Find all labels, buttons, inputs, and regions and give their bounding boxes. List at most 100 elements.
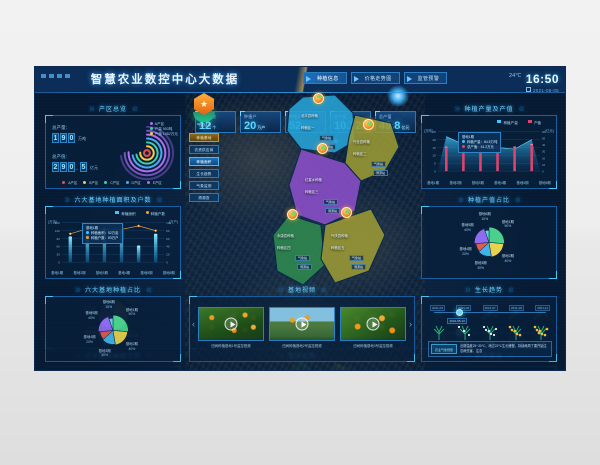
svg-text:15: 15 [433, 146, 437, 150]
map-menu[interactable]: 种植基地农资供应商种植面积生长趋势气象监测溯源查 [189, 133, 219, 205]
map-chip[interactable]: 溯源站 [351, 264, 367, 270]
map-chip[interactable]: 气象站 [319, 135, 335, 141]
stat-label: 总产值： [52, 154, 70, 159]
video-thumbnail[interactable] [198, 307, 264, 341]
timeline-tick[interactable]: 2021-11 [535, 305, 550, 311]
kpi-label: 总产值 [379, 114, 392, 119]
tab-1[interactable]: 价格走势图 [350, 72, 400, 84]
legend-item: 种植户数 [145, 211, 170, 216]
map-menu-5[interactable]: 溯源查 [189, 193, 219, 202]
map-marker-fruit-icon[interactable] [287, 209, 298, 220]
video-card[interactable]: 田间种植基地1号监控视频 [198, 307, 264, 348]
map-menu-1[interactable]: 农资供应商 [189, 145, 219, 154]
map-chip[interactable]: 气象站 [371, 161, 387, 167]
video-thumbnail[interactable] [340, 307, 406, 341]
timeline-tick[interactable]: 2021-05 [456, 305, 472, 311]
climate-certification-badge: 气候认证 [191, 93, 217, 128]
legend-item: D产区 [125, 181, 143, 185]
video-list: 田间种植基地1号监控视频 田间种植基地2号监控视频 田间种植基地3号监控视频 [198, 307, 408, 348]
tab-0[interactable]: 种植信息 [303, 72, 347, 84]
panel-title-base-share: 〉〉〉 六大基地种植占比 〈〈〈 [75, 288, 151, 294]
videos-prev-arrow[interactable]: ‹ [192, 319, 195, 329]
panel-yield-value: 〉〉〉 种植产量及产值 〈〈〈 种植产量 产值 (万吨) (亿元) 0 5 10 15 2… [421, 107, 557, 189]
legend-item: A产区 [62, 181, 79, 185]
map-marker-fruit-icon[interactable] [313, 92, 324, 104]
map-chip[interactable]: 气象站 [349, 255, 365, 261]
map-menu-0[interactable]: 种植基地 [189, 133, 219, 142]
tree-icon [531, 323, 551, 340]
panel-title-yield-value: 〉〉〉 种植产量及产值 〈〈〈 [454, 107, 524, 113]
star-badge-icon [194, 93, 214, 115]
map-marker-fruit-icon[interactable] [363, 119, 374, 130]
legend-yield-value: 种植产量 产值 [497, 120, 551, 126]
video-caption: 田间种植基地1号监控视频 [211, 344, 251, 348]
dome-icon [193, 112, 215, 122]
panel-title-base-videos: 〉〉〉 基地视频 〈〈〈 [278, 288, 326, 294]
svg-text:10: 10 [433, 154, 437, 158]
legend-item: A产区 [149, 122, 178, 127]
map-menu-3[interactable]: 生长趋势 [189, 169, 219, 178]
x-tick: 基地1期 [427, 181, 440, 185]
kpi-unit: 亿元 [401, 125, 410, 130]
x-tick: 基地2期 [73, 271, 86, 275]
video-card[interactable]: 田间种植基地2号监控视频 [269, 307, 335, 348]
tab-2[interactable]: 监管预警 [403, 72, 448, 84]
map-chip[interactable]: 溯源站 [297, 264, 313, 270]
map-chip[interactable]: 气象站 [323, 199, 339, 205]
timeline-current-date: 2021-05-13 [447, 318, 468, 324]
play-icon[interactable] [366, 317, 380, 331]
y-axis-unit-left: (万吨) [424, 129, 434, 133]
y-axis-unit-right: (亿元) [544, 129, 554, 133]
clock-value: 16:50 [525, 72, 559, 86]
map-menu-2[interactable]: 种植面积 [189, 157, 219, 166]
region-map[interactable] [185, 89, 425, 371]
map-region-place: 兴业县种植 [353, 140, 370, 144]
timeline-tick[interactable]: 2021-07 [482, 305, 498, 311]
header-tabs[interactable]: 种植信息 价格走势图 监管预警 [303, 72, 448, 84]
timeline-knob[interactable] [456, 309, 463, 316]
map-marker-fruit-icon[interactable] [317, 143, 328, 154]
temperature-value: 24℃ [509, 73, 522, 79]
map-chip[interactable]: 溯源站 [325, 208, 341, 214]
legend-item: C产区 [104, 181, 121, 185]
map-region-name: 种植区三 [305, 190, 319, 194]
timeline-track[interactable] [434, 312, 546, 313]
svg-text:150: 150 [55, 221, 60, 225]
panel-production-overview: 〉〉〉 产区总览 〈〈〈 总产量： 1 9 0 万吨 总产值： 2 9 0 [45, 107, 181, 189]
play-icon[interactable] [224, 317, 238, 331]
video-card[interactable]: 田间种植基地3号监控视频 [340, 307, 406, 348]
svg-text:80: 80 [166, 229, 170, 233]
weather-alert-button[interactable]: 农业气象预警 [431, 344, 457, 354]
svg-text:60: 60 [542, 130, 545, 134]
map-region-name: 种植区四 [277, 246, 291, 250]
play-icon[interactable] [295, 317, 309, 331]
growth-timeline[interactable]: 2021-03 2021-05 2021-07 2021-09 2021-11 2021… [430, 305, 550, 324]
tooltip-row: 种植户数：83万户 [86, 236, 119, 241]
weather-alert-text: 近期温度25~30℃，雨过22℃生长缓慢，持续两周了果开始注意病虫害、注意 [460, 344, 547, 353]
map-marker-fruit-icon[interactable] [341, 207, 352, 218]
svg-text:20: 20 [542, 156, 545, 160]
map-chip[interactable]: 气象站 [295, 255, 311, 261]
svg-text:5: 5 [434, 162, 436, 166]
timeline-tick[interactable]: 2021-09 [508, 305, 524, 311]
timeline-tick[interactable]: 2021-03 [430, 305, 446, 311]
svg-text:0: 0 [542, 169, 544, 173]
map-chip[interactable]: 溯源站 [373, 170, 389, 176]
x-tick: 基地4期 [118, 271, 131, 275]
title-dec-left: 〉〉〉 [64, 198, 73, 204]
svg-text:0: 0 [166, 260, 168, 264]
svg-text:50: 50 [542, 137, 545, 141]
svg-text:120: 120 [55, 229, 60, 233]
x-tick: 基地3期 [471, 181, 484, 185]
map-menu-4[interactable]: 气象监测 [189, 181, 219, 190]
videos-next-arrow[interactable]: › [409, 319, 412, 329]
video-thumbnail[interactable] [269, 307, 335, 341]
x-tick: 基地6期 [538, 181, 551, 185]
